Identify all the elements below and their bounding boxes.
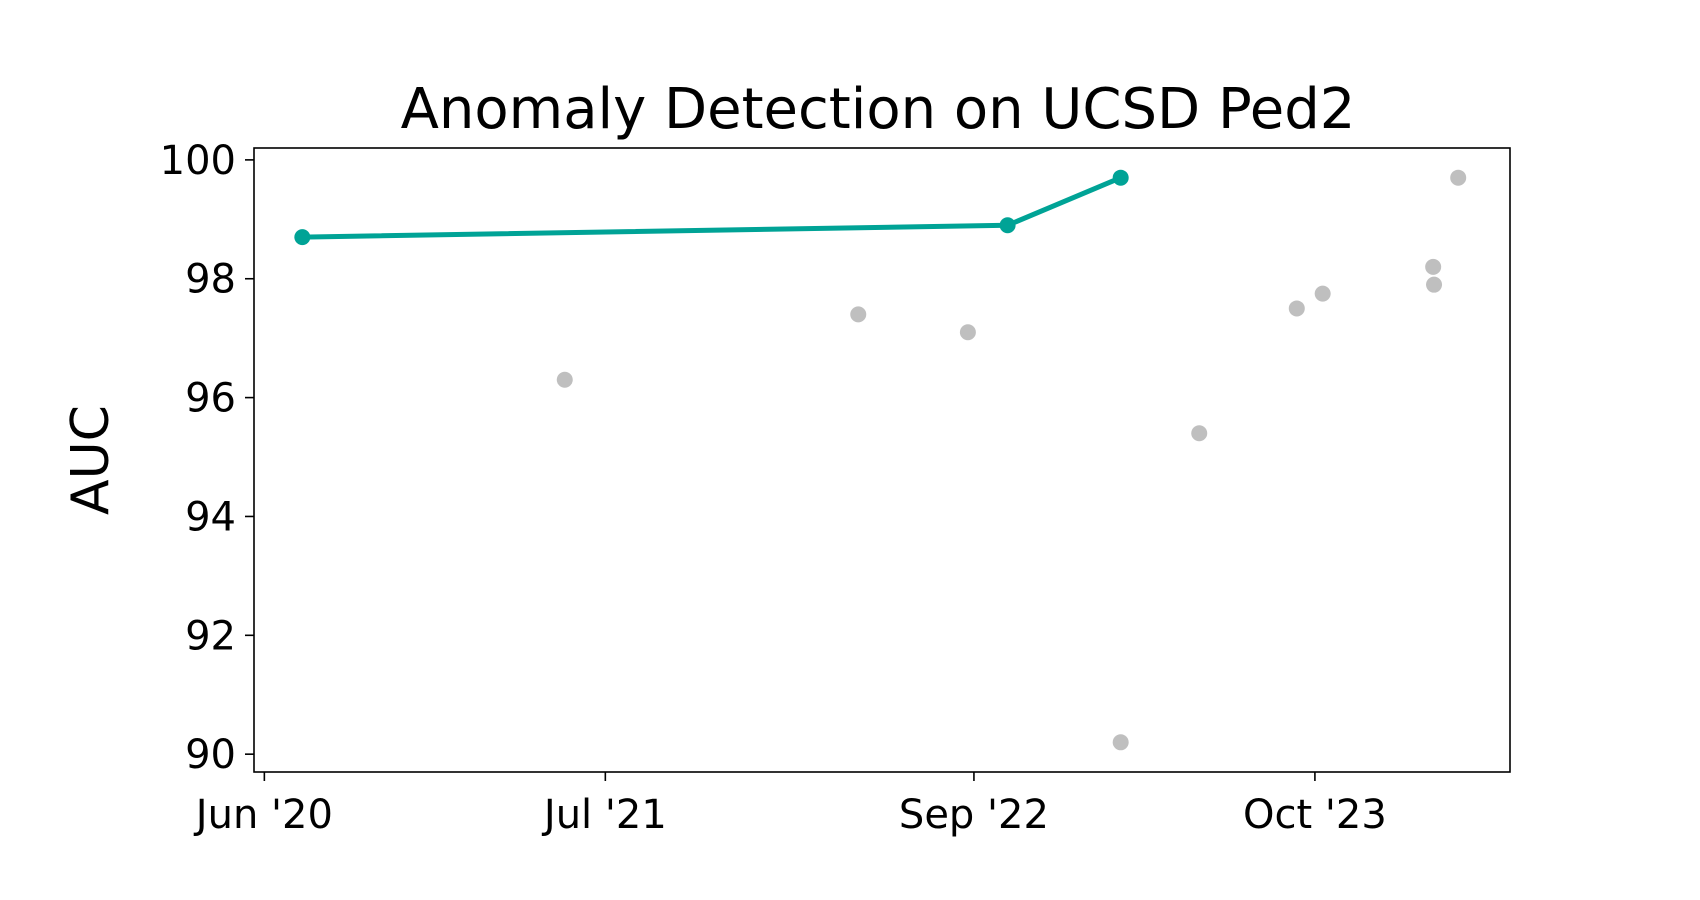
other-point [1191, 425, 1208, 442]
y-axis-label: AUC [61, 405, 121, 515]
other-point [1426, 276, 1443, 293]
sota-point [294, 229, 311, 246]
plot-frame [253, 147, 1511, 773]
other-point [1112, 734, 1129, 751]
sota-point [999, 217, 1016, 234]
y-tick-label: 100 [160, 138, 236, 184]
y-tick-label: 96 [185, 376, 236, 422]
other-point [959, 324, 976, 341]
y-tick-label: 98 [185, 257, 236, 303]
sota-line [299, 175, 1124, 240]
other-point [1450, 169, 1467, 186]
x-tick-label: Sep '22 [899, 792, 1049, 838]
y-tick-label: 90 [185, 732, 236, 778]
chart-title: Anomaly Detection on UCSD Ped2 [401, 77, 1356, 142]
y-tick-label: 94 [185, 494, 236, 540]
plot-area: 90 92 94 96 98 100 Jun '20 Jul '21 Sep '22 Oct '2… [160, 138, 1511, 838]
other-point [850, 306, 867, 323]
other-point [556, 371, 573, 388]
other-point [1425, 258, 1442, 275]
y-tick-label: 92 [185, 613, 236, 659]
x-tick-label: Jul '21 [541, 792, 667, 838]
other-point [1314, 285, 1331, 302]
x-tick-label: Oct '23 [1243, 792, 1387, 838]
sota-point [1112, 169, 1129, 186]
other-point [1288, 300, 1305, 317]
x-tick-label: Jun '20 [193, 792, 333, 838]
